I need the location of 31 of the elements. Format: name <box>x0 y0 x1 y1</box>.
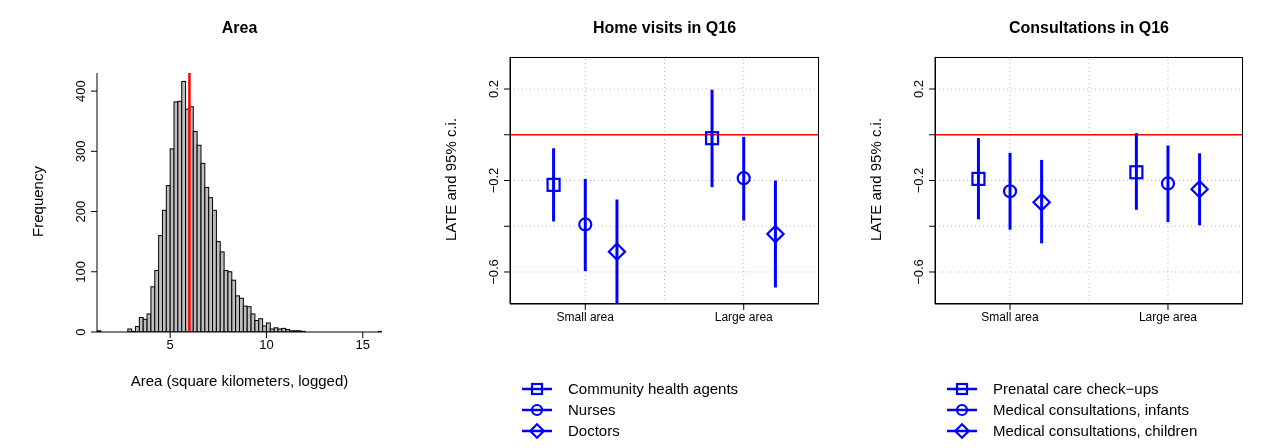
x-tick-label: Small area <box>981 309 1040 324</box>
legend-label: Doctors <box>568 422 620 439</box>
x-tick-label: Large area <box>1138 309 1198 324</box>
y-axis-title: Frequency <box>28 164 46 239</box>
legend-label: Prenatal care check−ups <box>993 380 1159 397</box>
chart-title: Consultations in Q16 <box>1008 19 1170 37</box>
y-tick-label: 0 <box>73 328 88 336</box>
chart-title: Area <box>220 19 259 37</box>
y-tick-label: 100 <box>73 260 88 283</box>
y-tick-label: −0.2 <box>911 167 926 194</box>
y-tick-label: 0.2 <box>911 79 926 99</box>
y-tick-label: 200 <box>73 200 88 223</box>
y-axis-title: LATE and 95% c.i. <box>441 116 459 243</box>
y-tick-label: −0.6 <box>486 259 501 285</box>
y-tick-label: 300 <box>73 140 88 163</box>
x-tick-label: Large area <box>714 309 774 324</box>
x-tick-label: Small area <box>556 309 615 324</box>
legend-label: Medical consultations, infants <box>993 401 1189 418</box>
x-tick-label: 15 <box>355 337 370 353</box>
y-tick-label: −0.6 <box>911 259 926 285</box>
chart-title: Home visits in Q16 <box>591 19 738 37</box>
x-tick-label: 10 <box>259 337 274 353</box>
x-axis-title: Area (square kilometers, logged) <box>129 372 350 389</box>
y-tick-label: 400 <box>73 80 88 102</box>
y-tick-label: 0.2 <box>486 79 501 99</box>
legend-label: Medical consultations, children <box>993 422 1198 439</box>
y-axis-title: LATE and 95% c.i. <box>866 116 884 243</box>
x-tick-label: 5 <box>166 337 174 353</box>
legend-label: Community health agents <box>568 380 739 397</box>
y-tick-label: −0.2 <box>486 167 501 194</box>
legend-label: Nurses <box>568 401 616 418</box>
